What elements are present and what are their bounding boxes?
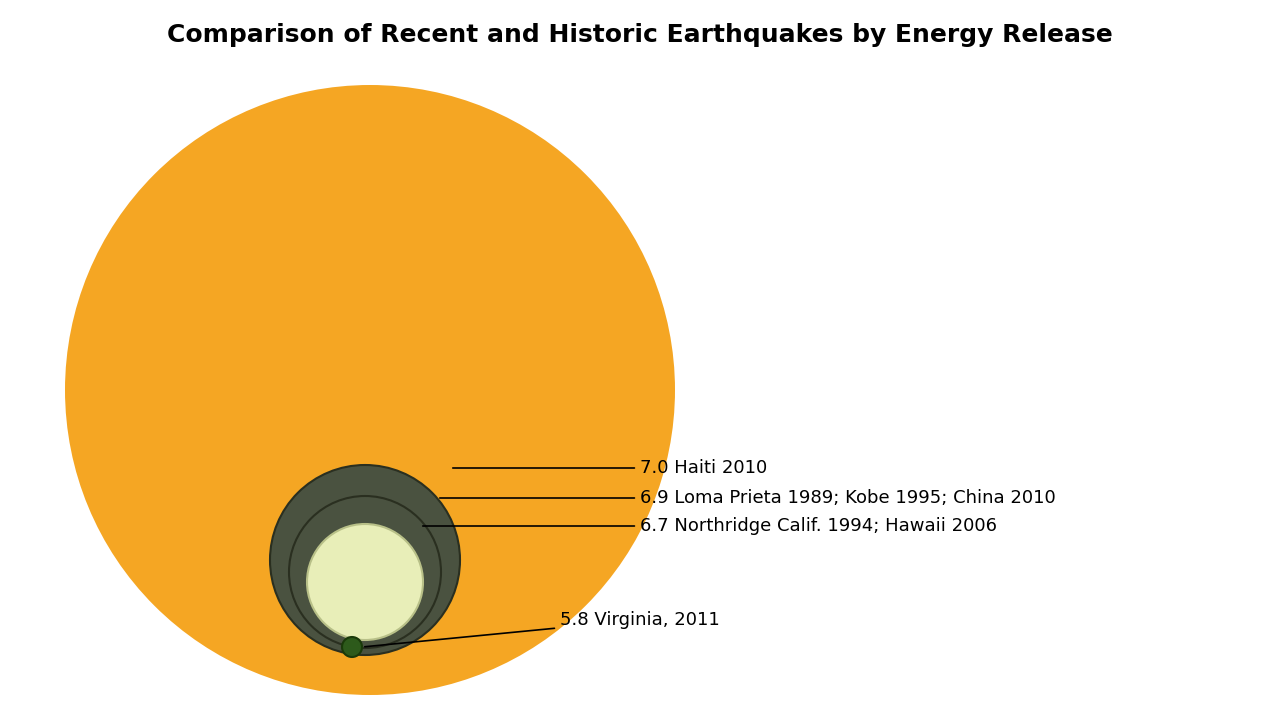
Circle shape xyxy=(289,496,442,648)
Text: 7.0 Haiti 2010: 7.0 Haiti 2010 xyxy=(453,459,767,477)
Circle shape xyxy=(307,524,422,640)
Text: 5.8 Virginia, 2011: 5.8 Virginia, 2011 xyxy=(365,611,719,647)
Text: 6.7 Northridge Calif. 1994; Hawaii 2006: 6.7 Northridge Calif. 1994; Hawaii 2006 xyxy=(422,517,997,535)
Circle shape xyxy=(65,85,675,695)
Text: Comparison of Recent and Historic Earthquakes by Energy Release: Comparison of Recent and Historic Earthq… xyxy=(168,23,1112,47)
Circle shape xyxy=(270,465,460,655)
Text: 6.9 Loma Prieta 1989; Kobe 1995; China 2010: 6.9 Loma Prieta 1989; Kobe 1995; China 2… xyxy=(440,489,1056,507)
Circle shape xyxy=(342,637,362,657)
